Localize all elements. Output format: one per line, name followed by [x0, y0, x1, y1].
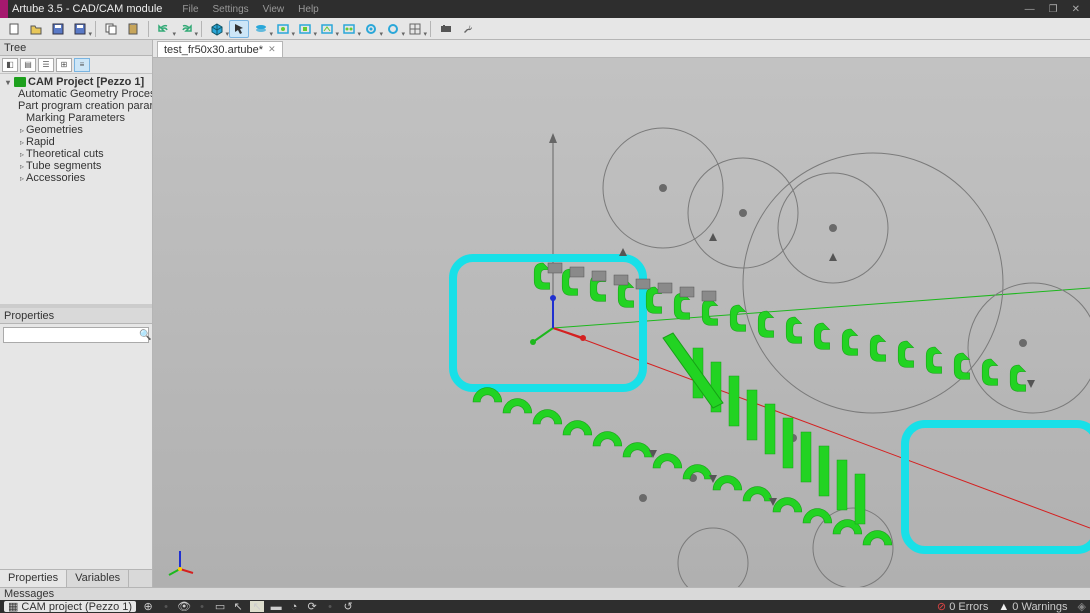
project-tree[interactable]: ▾CAM Project [Pezzo 1]Automatic Geometry… — [0, 74, 152, 304]
view-column: test_fr50x30.artube* ✕ — [153, 40, 1090, 587]
window-controls: — ❐ ✕ — [1025, 4, 1090, 15]
status-icon-2[interactable]: 👁 — [178, 601, 190, 612]
tree-item-7[interactable]: ▹Accessories — [0, 172, 152, 184]
tree-item-3[interactable]: ▹Geometries — [0, 124, 152, 136]
chip-label: CAM project (Pezzo 1) — [21, 601, 132, 613]
chip-icon: ▦ — [8, 600, 18, 613]
toolbar-copy-button[interactable] — [101, 20, 121, 38]
toolbar-open-button[interactable] — [26, 20, 46, 38]
tree-view-button-4[interactable]: ≡ — [74, 58, 90, 72]
tree-root[interactable]: ▾CAM Project [Pezzo 1] — [0, 76, 152, 88]
search-input[interactable]: 🔍 — [3, 327, 149, 343]
toolbar-new-button[interactable] — [4, 20, 24, 38]
status-icon-7[interactable]: ◔ — [288, 601, 300, 612]
status-bar: ▦ CAM project (Pezzo 1) ⊕ • 👁 • ▭ ↖ ↖ ▬ … — [0, 600, 1090, 613]
warning-icon: ▲ — [998, 601, 1009, 613]
toolbar-overlay2-button[interactable] — [295, 20, 315, 38]
status-icon-4[interactable]: ↖ — [232, 601, 244, 612]
toolbar-gear-button[interactable] — [361, 20, 381, 38]
toolbar-save-dd-button[interactable] — [70, 20, 90, 38]
status-icon-1[interactable]: ⊕ — [142, 601, 154, 612]
toolbar-save-button[interactable] — [48, 20, 68, 38]
toolbar-cube-button[interactable] — [207, 20, 227, 38]
document-tab[interactable]: test_fr50x30.artube* ✕ — [157, 41, 283, 57]
maximize-button[interactable]: ❐ — [1049, 4, 1058, 15]
tree-item-1[interactable]: Part program creation parar — [0, 100, 152, 112]
messages-label: Messages — [4, 588, 54, 600]
3d-viewport[interactable] — [153, 58, 1090, 587]
warnings-count: 0 — [1012, 601, 1018, 613]
status-icon-6[interactable]: ▬ — [270, 601, 282, 612]
toolbar-wrench-button[interactable] — [458, 20, 478, 38]
tree-item-0[interactable]: Automatic Geometry Proces — [0, 88, 152, 100]
status-icon-9[interactable]: ↺ — [342, 601, 354, 612]
tree-view-button-0[interactable]: ◧ — [2, 58, 18, 72]
menu-bar: File Settings View Help — [182, 4, 318, 15]
toolbar-grid-button[interactable] — [405, 20, 425, 38]
error-icon: ⊘ — [937, 601, 946, 613]
warnings-indicator[interactable]: ▲ 0 Warnings — [998, 601, 1067, 613]
menu-help[interactable]: Help — [298, 4, 319, 15]
toolbar-overlay4-button[interactable] — [339, 20, 359, 38]
left-panel: Tree ◧▤☰⊞≡ ▾CAM Project [Pezzo 1]Automat… — [0, 40, 153, 587]
errors-indicator[interactable]: ⊘ 0 Errors — [937, 600, 988, 613]
properties-header: Properties — [0, 308, 152, 324]
status-sep3: • — [324, 601, 336, 612]
status-icon-3[interactable]: ▭ — [214, 601, 226, 612]
tree-item-4[interactable]: ▹Rapid — [0, 136, 152, 148]
tree-view-button-1[interactable]: ▤ — [20, 58, 36, 72]
tree-view-button-2[interactable]: ☰ — [38, 58, 54, 72]
app-title: Artube 3.5 - CAD/CAM module — [12, 3, 162, 15]
tree-header: Tree — [0, 40, 152, 56]
tree-item-2[interactable]: Marking Parameters — [0, 112, 152, 124]
errors-count: 0 — [949, 601, 955, 613]
tab-close-icon[interactable]: ✕ — [268, 44, 276, 55]
gpu-icon: ◈ — [1078, 600, 1086, 613]
toolbar-select-button[interactable] — [229, 20, 249, 38]
toolbar-paste-button[interactable] — [123, 20, 143, 38]
document-tabs: test_fr50x30.artube* ✕ — [153, 40, 1090, 58]
status-icon-5[interactable]: ↖ — [250, 601, 264, 612]
properties-search: 🔍 — [0, 324, 152, 346]
main-toolbar — [0, 18, 1090, 40]
tree-view-button-3[interactable]: ⊞ — [56, 58, 72, 72]
project-chip[interactable]: ▦ CAM project (Pezzo 1) — [4, 601, 136, 612]
status-sep: • — [160, 601, 172, 612]
title-bar: Artube 3.5 - CAD/CAM module File Setting… — [0, 0, 1090, 18]
status-icon-8[interactable]: ⟳ — [306, 601, 318, 612]
viewport-canvas — [153, 58, 1090, 587]
properties-body — [0, 346, 152, 569]
orientation-gizmo[interactable] — [165, 547, 195, 577]
toolbar-overlay3-button[interactable] — [317, 20, 337, 38]
properties-tabs: PropertiesVariables — [0, 569, 152, 587]
minimize-button[interactable]: — — [1025, 4, 1035, 15]
status-sep2: • — [196, 601, 208, 612]
errors-label: Errors — [958, 601, 988, 613]
props-tab-properties[interactable]: Properties — [0, 570, 67, 587]
toolbar-layers-button[interactable] — [251, 20, 271, 38]
menu-settings[interactable]: Settings — [213, 4, 249, 15]
tree-item-5[interactable]: ▹Theoretical cuts — [0, 148, 152, 160]
toolbar-overlay-button[interactable] — [273, 20, 293, 38]
toolbar-undo-button[interactable] — [154, 20, 174, 38]
props-tab-variables[interactable]: Variables — [67, 570, 129, 587]
search-field[interactable] — [7, 330, 139, 341]
tab-label: test_fr50x30.artube* — [164, 44, 263, 56]
menu-file[interactable]: File — [182, 4, 198, 15]
messages-bar[interactable]: Messages — [0, 587, 1090, 600]
tree-item-6[interactable]: ▹Tube segments — [0, 160, 152, 172]
close-button[interactable]: ✕ — [1072, 4, 1080, 15]
tree-toolbar: ◧▤☰⊞≡ — [0, 56, 152, 74]
status-right: ⊘ 0 Errors ▲ 0 Warnings ◈ — [937, 600, 1086, 613]
search-icon: 🔍 — [139, 330, 151, 341]
toolbar-run-button[interactable] — [436, 20, 456, 38]
menu-view[interactable]: View — [263, 4, 285, 15]
toolbar-gear2-button[interactable] — [383, 20, 403, 38]
toolbar-redo-button[interactable] — [176, 20, 196, 38]
warnings-label: Warnings — [1021, 601, 1067, 613]
